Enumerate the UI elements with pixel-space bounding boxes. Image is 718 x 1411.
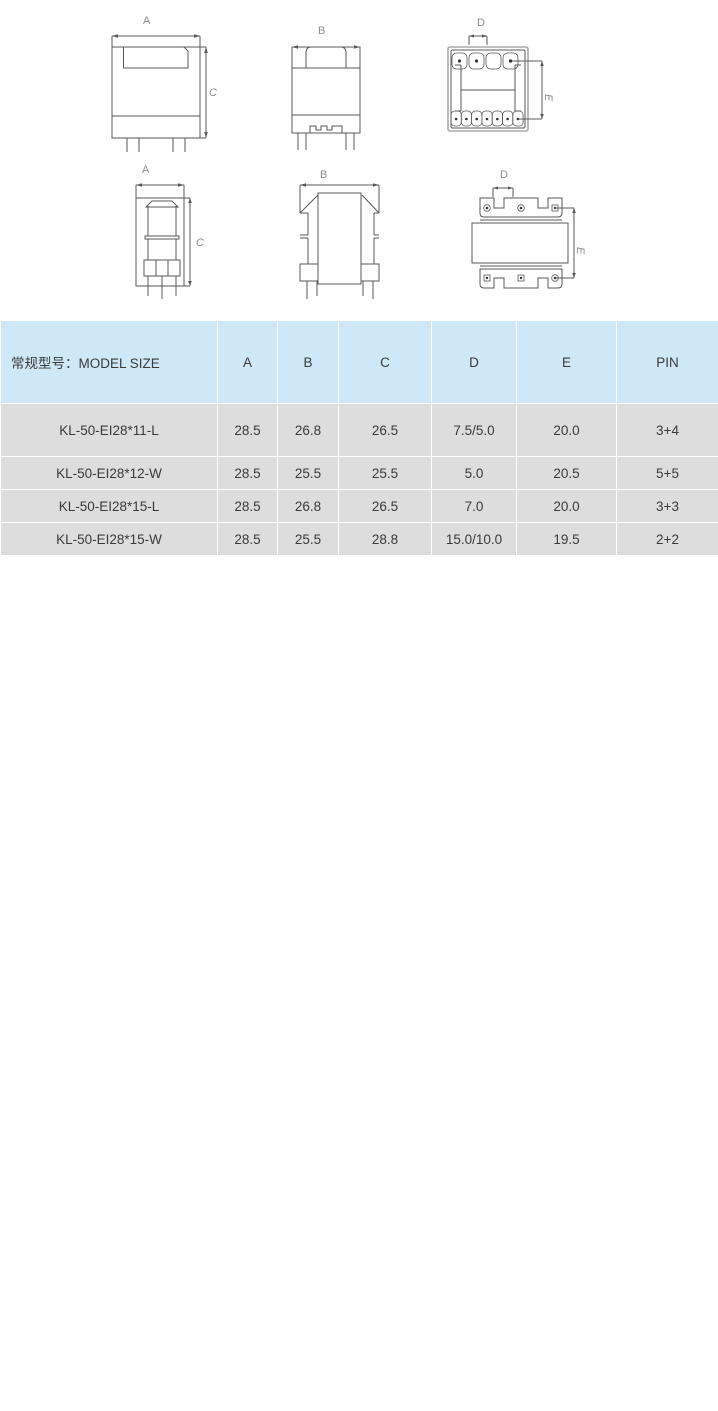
svg-text:B: B [318,25,325,37]
svg-text:D: D [500,169,508,181]
svg-text:E: E [542,94,554,102]
svg-text:B: B [320,169,327,181]
svg-text:A: A [143,15,151,27]
svg-text:C: C [209,87,217,99]
svg-text:E: E [574,247,586,255]
svg-text:C: C [196,237,204,249]
svg-text:A: A [142,164,150,176]
svg-text:D: D [477,17,485,29]
